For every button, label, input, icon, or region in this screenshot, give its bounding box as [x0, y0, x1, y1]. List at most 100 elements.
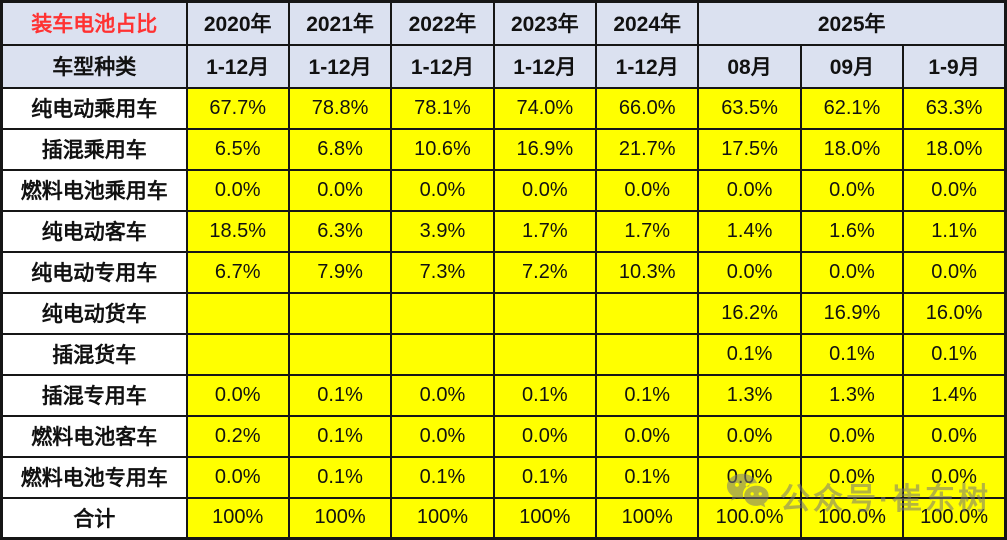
row-label: 燃料电池专用车 [0, 455, 188, 499]
table-row: 纯电动专用车 6.7% 7.9% 7.3% 7.2% 10.3% 0.0% 0.0% 0.0% [0, 250, 1007, 294]
value-cell: 0.0% [594, 168, 700, 212]
period-header-row: 车型种类 1-12月 1-12月 1-12月 1-12月 1-12月 08月 09月 1-9月 [0, 43, 1007, 89]
value-cell: 100% [185, 496, 290, 540]
table-row: 纯电动乘用车 67.7% 78.8% 78.1% 74.0% 66.0% 63.5% 62.1… [0, 86, 1007, 130]
value-cell: 21.7% [594, 127, 700, 171]
value-cell: 0.0% [594, 414, 700, 458]
period-header: 1-12月 [594, 43, 700, 89]
value-cell: 0.0% [185, 168, 290, 212]
value-cell: 0.0% [902, 455, 1007, 499]
period-header: 1-12月 [390, 43, 495, 89]
table-row: 燃料电池客车 0.2% 0.1% 0.0% 0.0% 0.0% 0.0% 0.0% 0.0% [0, 414, 1007, 458]
value-cell: 0.0% [390, 373, 495, 417]
value-cell: 1.4% [902, 373, 1007, 417]
year-header: 2021年 [287, 0, 393, 46]
value-cell: 74.0% [492, 86, 598, 130]
value-cell: 0.1% [287, 414, 393, 458]
value-cell: 0.2% [185, 414, 290, 458]
value-cell: 18.5% [185, 209, 290, 253]
row-label: 纯电动客车 [0, 209, 188, 253]
value-cell: 1.3% [697, 373, 802, 417]
value-cell: 1.4% [697, 209, 802, 253]
value-cell: 0.0% [902, 168, 1007, 212]
year-header: 2023年 [492, 0, 598, 46]
value-cell [390, 291, 495, 335]
value-cell: 0.0% [799, 414, 905, 458]
value-cell: 67.7% [185, 86, 290, 130]
table-header: 装车电池占比 2020年 2021年 2022年 2023年 2024年 2025年 车型… [0, 0, 1007, 89]
value-cell: 0.1% [492, 373, 598, 417]
value-cell: 3.9% [390, 209, 495, 253]
value-cell: 1.7% [492, 209, 598, 253]
value-cell: 0.0% [799, 250, 905, 294]
value-cell [492, 291, 598, 335]
value-cell: 1.1% [902, 209, 1007, 253]
value-cell [185, 332, 290, 376]
value-cell: 0.1% [594, 373, 700, 417]
period-header: 08月 [697, 43, 802, 89]
table-row: 插混专用车 0.0% 0.1% 0.0% 0.1% 0.1% 1.3% 1.3% 1.4% [0, 373, 1007, 417]
value-cell: 1.6% [799, 209, 905, 253]
row-label: 燃料电池客车 [0, 414, 188, 458]
value-cell: 0.0% [697, 250, 802, 294]
row-label: 插混乘用车 [0, 127, 188, 171]
value-cell: 0.1% [594, 455, 700, 499]
period-header: 1-12月 [492, 43, 598, 89]
period-header: 09月 [799, 43, 905, 89]
table-row: 燃料电池专用车 0.0% 0.1% 0.1% 0.1% 0.1% 0.0% 0.0% 0.0% [0, 455, 1007, 499]
value-cell: 62.1% [799, 86, 905, 130]
value-cell: 0.0% [799, 455, 905, 499]
table-row: 插混乘用车 6.5% 6.8% 10.6% 16.9% 21.7% 17.5% 18.0% 18… [0, 127, 1007, 171]
value-cell: 18.0% [799, 127, 905, 171]
value-cell: 100.0% [902, 496, 1007, 540]
value-cell: 78.1% [390, 86, 495, 130]
value-cell: 16.9% [799, 291, 905, 335]
value-cell: 0.1% [287, 455, 393, 499]
value-cell: 0.1% [287, 373, 393, 417]
value-cell: 0.0% [902, 250, 1007, 294]
value-cell: 0.0% [492, 414, 598, 458]
value-cell: 16.9% [492, 127, 598, 171]
value-cell: 100% [594, 496, 700, 540]
year-header: 2020年 [185, 0, 290, 46]
value-cell: 7.9% [287, 250, 393, 294]
value-cell: 0.0% [697, 168, 802, 212]
year-header-row: 装车电池占比 2020年 2021年 2022年 2023年 2024年 2025年 [0, 0, 1007, 46]
corner-label: 车型种类 [0, 43, 188, 89]
value-cell [492, 332, 598, 376]
table-body: 纯电动乘用车 67.7% 78.8% 78.1% 74.0% 66.0% 63.5% 62.1… [0, 86, 1007, 540]
value-cell: 6.5% [185, 127, 290, 171]
value-cell: 0.0% [799, 168, 905, 212]
value-cell: 16.2% [697, 291, 802, 335]
value-cell: 6.8% [287, 127, 393, 171]
value-cell: 0.0% [185, 455, 290, 499]
value-cell: 10.3% [594, 250, 700, 294]
value-cell: 0.0% [697, 455, 802, 499]
value-cell: 7.3% [390, 250, 495, 294]
value-cell: 1.7% [594, 209, 700, 253]
value-cell: 100.0% [799, 496, 905, 540]
value-cell: 18.0% [902, 127, 1007, 171]
value-cell [594, 332, 700, 376]
value-cell: 78.8% [287, 86, 393, 130]
row-label: 纯电动货车 [0, 291, 188, 335]
value-cell: 0.1% [390, 455, 495, 499]
value-cell: 7.2% [492, 250, 598, 294]
table-row: 插混货车 0.1% 0.1% 0.1% [0, 332, 1007, 376]
value-cell: 0.0% [697, 414, 802, 458]
value-cell: 0.0% [390, 414, 495, 458]
value-cell: 100% [287, 496, 393, 540]
row-label: 合计 [0, 496, 188, 540]
value-cell: 100% [492, 496, 598, 540]
value-cell: 100% [390, 496, 495, 540]
value-cell: 6.3% [287, 209, 393, 253]
value-cell: 16.0% [902, 291, 1007, 335]
value-cell: 6.7% [185, 250, 290, 294]
row-label: 插混货车 [0, 332, 188, 376]
value-cell: 10.6% [390, 127, 495, 171]
value-cell [594, 291, 700, 335]
table-row: 合计 100% 100% 100% 100% 100% 100.0% 100.0% 100.0% [0, 496, 1007, 540]
table-row: 纯电动客车 18.5% 6.3% 3.9% 1.7% 1.7% 1.4% 1.6% 1.1% [0, 209, 1007, 253]
year-header: 2025年 [697, 0, 1007, 46]
table-row: 纯电动货车 16.2% 16.9% 16.0% [0, 291, 1007, 335]
